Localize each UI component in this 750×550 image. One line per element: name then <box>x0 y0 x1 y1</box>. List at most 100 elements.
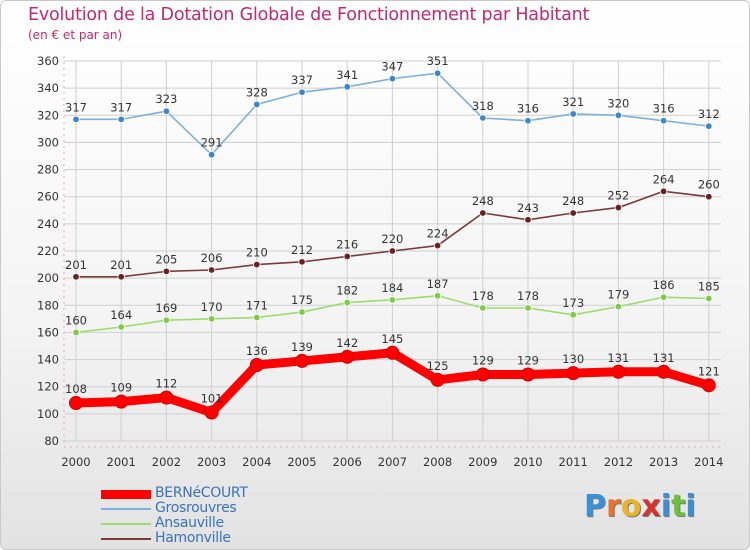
data-label: 178 <box>517 289 539 303</box>
legend-label: Ansauville <box>155 515 224 531</box>
data-label: 320 <box>607 96 629 110</box>
data-point <box>569 209 577 217</box>
y-tick-label: 100 <box>37 407 59 421</box>
x-tick-label: 2011 <box>559 455 588 469</box>
y-tick-label: 140 <box>37 353 59 367</box>
data-point <box>162 316 171 324</box>
y-tick-label: 280 <box>37 163 59 177</box>
legend-swatch <box>101 523 151 525</box>
data-label: 210 <box>246 246 268 260</box>
data-point <box>705 294 713 303</box>
data-label: 312 <box>698 107 720 121</box>
data-label: 220 <box>381 232 403 246</box>
y-tick-label: 260 <box>37 190 59 204</box>
grid-lines <box>64 60 721 442</box>
data-point <box>659 187 668 195</box>
data-label: 187 <box>427 277 449 291</box>
data-point <box>614 302 623 311</box>
logo-letter: x <box>641 489 661 524</box>
y-tick-label: 220 <box>37 244 59 258</box>
legend-swatch <box>101 508 151 510</box>
data-point <box>433 292 442 300</box>
data-label: 316 <box>653 102 675 116</box>
data-label: 205 <box>155 252 177 266</box>
data-point <box>479 209 487 217</box>
data-point <box>340 349 355 364</box>
data-label: 252 <box>607 189 629 203</box>
x-tick-label: 2008 <box>423 455 452 469</box>
data-label: 129 <box>472 354 494 368</box>
y-tick-label: 320 <box>37 108 59 122</box>
data-point <box>72 273 80 281</box>
data-label: 216 <box>336 237 358 251</box>
data-point <box>475 367 490 382</box>
data-label: 321 <box>562 95 584 109</box>
data-point <box>479 304 487 312</box>
data-point <box>705 193 713 201</box>
data-label: 125 <box>427 359 449 373</box>
data-point <box>614 203 623 212</box>
data-label: 317 <box>110 100 132 114</box>
proxiti-logo: Proxiti <box>584 489 696 524</box>
y-tick-label: 160 <box>37 325 59 339</box>
data-label: 224 <box>427 227 449 241</box>
data-labels: 317 317 323 291 328 337 341 347 351 318 316 321 320 3… <box>65 54 720 405</box>
data-point <box>388 74 397 83</box>
chart-subtitle: (en € et par an) <box>28 28 123 42</box>
data-label: 175 <box>291 293 313 307</box>
legend-swatch <box>101 538 151 540</box>
data-label: 328 <box>246 85 268 99</box>
data-label: 291 <box>201 136 223 150</box>
data-point <box>117 115 125 124</box>
data-point <box>388 296 397 304</box>
data-label: 323 <box>155 92 177 106</box>
data-label: 206 <box>201 251 223 265</box>
x-tick-label: 2007 <box>378 455 407 469</box>
data-label: 182 <box>336 284 358 298</box>
x-tick-label: 2006 <box>333 455 362 469</box>
data-point <box>433 241 442 250</box>
data-point <box>253 313 261 322</box>
data-point <box>295 353 309 368</box>
data-label: 131 <box>653 351 675 365</box>
data-label: 164 <box>110 308 132 322</box>
data-point <box>117 273 125 281</box>
data-point <box>207 315 216 323</box>
data-label: 248 <box>472 194 494 208</box>
data-point <box>159 390 174 405</box>
data-point <box>72 328 80 337</box>
chart-title: Evolution de la Dotation Globale de Fonc… <box>28 5 590 25</box>
data-label: 351 <box>427 54 449 68</box>
data-label: 142 <box>336 336 358 350</box>
data-label: 109 <box>110 381 132 395</box>
data-point <box>524 304 532 312</box>
data-point <box>343 252 351 261</box>
data-point <box>298 308 306 316</box>
data-point <box>388 247 397 255</box>
data-point <box>524 117 532 125</box>
series-lines <box>69 69 716 420</box>
data-label: 108 <box>65 382 87 396</box>
data-point <box>207 266 216 274</box>
data-label: 337 <box>291 73 313 87</box>
data-label: 112 <box>155 377 177 391</box>
data-point <box>117 323 125 331</box>
data-label: 212 <box>291 243 313 257</box>
data-label: 179 <box>607 288 629 302</box>
data-point <box>430 372 445 387</box>
data-label: 184 <box>381 281 403 295</box>
legend-label: BERNéCOURT <box>155 485 248 501</box>
y-tick-label: 340 <box>37 81 59 95</box>
data-label: 248 <box>562 194 584 208</box>
x-tick-label: 2005 <box>287 455 316 469</box>
data-label: 169 <box>155 301 177 315</box>
data-point <box>479 114 487 122</box>
y-tick-label: 120 <box>37 380 59 394</box>
axes: 80 100 120 140 160 180 200 220 240 260 280 300 320 34… <box>37 54 723 469</box>
data-point <box>566 366 581 381</box>
data-label: 317 <box>65 100 87 114</box>
data-point <box>433 69 442 77</box>
logo-letter: i <box>660 489 672 524</box>
data-point <box>705 122 713 130</box>
